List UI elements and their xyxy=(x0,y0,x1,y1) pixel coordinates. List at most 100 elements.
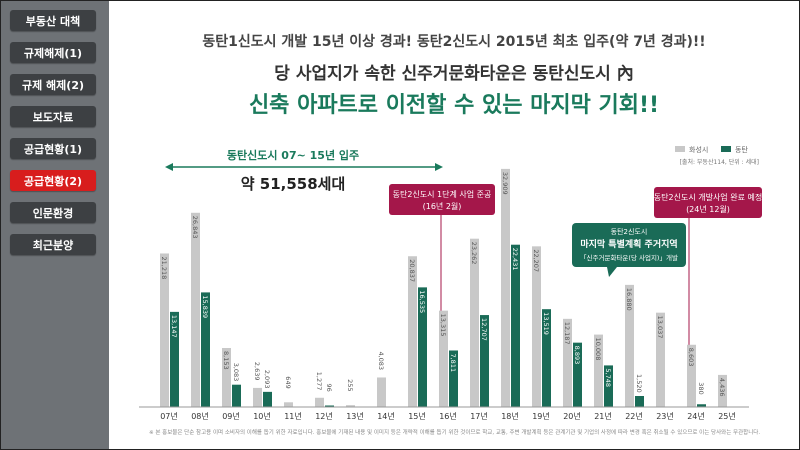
bar-hwaseong-14년 xyxy=(377,377,386,407)
x-tick-07년: 07년 xyxy=(160,411,178,421)
period-arrow-right-icon xyxy=(435,163,443,171)
value-label-hwaseong-08년: 26,843 xyxy=(191,216,199,239)
bar-dongtan-19년 xyxy=(542,309,551,407)
headline-line-3: 신축 아파트로 이전할 수 있는 마지막 기회!! xyxy=(248,93,660,118)
sidebar-item-deregulation-2[interactable]: 규제 해제(2) xyxy=(10,74,96,95)
x-tick-10년: 10년 xyxy=(253,411,271,421)
x-tick-09년: 09년 xyxy=(222,411,240,421)
x-axis-ticks: 07년 08년 09년 10년 11년 12년 13년 14년 15년 16년 17년 18년 19년 2… xyxy=(160,411,736,421)
bar-dongtan-24년 xyxy=(697,404,706,407)
bar-dongtan-10년 xyxy=(263,391,272,407)
value-label-dongtan-19년: 13,519 xyxy=(542,312,550,335)
value-label-dongtan-16년: 7,811 xyxy=(449,353,457,372)
x-tick-22년: 22년 xyxy=(625,411,643,421)
value-label-hwaseong-24년: 8,603 xyxy=(687,348,695,367)
callout-phase1-box xyxy=(389,184,495,215)
x-tick-24년: 24년 xyxy=(687,411,705,421)
bar-dongtan-16년 xyxy=(449,350,458,407)
x-tick-25년: 25년 xyxy=(718,411,736,421)
bar-dongtan-18년 xyxy=(511,244,520,407)
sidebar-nav: 부동산 대책 규제해제(1) 규제 해제(2) 보도자료 공급현황(1) 공급현… xyxy=(1,1,109,449)
green-callout-line2: 마지막 특별계획 주거지역 xyxy=(580,238,677,250)
sidebar-item-press-release[interactable]: 보도자료 xyxy=(10,106,96,127)
bar-hwaseong-18년 xyxy=(501,168,510,407)
bar-dongtan-08년 xyxy=(201,292,210,407)
bar-dongtan-15년 xyxy=(418,287,427,407)
bar-hwaseong-20년 xyxy=(563,318,572,407)
sidebar-item-environment[interactable]: 인문환경 xyxy=(10,202,96,223)
value-label-dongtan-22년: 1,520 xyxy=(635,374,643,393)
x-tick-12년: 12년 xyxy=(315,411,333,421)
bar-hwaseong-11년 xyxy=(284,402,293,407)
bar-hwaseong-21년 xyxy=(594,334,603,407)
value-label-hwaseong-12년: 1,277 xyxy=(315,372,323,391)
bar-dongtan-09년 xyxy=(232,384,241,407)
value-label-dongtan-12년: 96 xyxy=(325,384,333,392)
green-callout-line3: 「신주거문화타운(당 사업지)」개발 xyxy=(580,253,678,262)
green-callout-pointer-icon xyxy=(607,267,617,277)
value-label-hwaseong-11년: 649 xyxy=(284,376,292,388)
bar-hwaseong-19년 xyxy=(532,246,541,407)
value-label-dongtan-24년: 380 xyxy=(697,382,705,394)
value-label-dongtan-18년: 22,431 xyxy=(511,248,519,271)
supply-bar-chart: 화성시 동탄 [출처: 부동산114, 단위 : 세대] 동탄신도시 07~ 1… xyxy=(139,145,762,436)
legend-label-dongtan: 동탄 xyxy=(735,145,748,154)
value-label-hwaseong-07년: 21,218 xyxy=(160,256,168,279)
bar-hwaseong-09년 xyxy=(222,348,231,407)
x-tick-19년: 19년 xyxy=(532,411,550,421)
period-label: 동탄신도시 07~ 15년 입주 xyxy=(227,148,359,162)
value-label-hwaseong-10년: 2,639 xyxy=(253,362,261,381)
bar-hwaseong-13년 xyxy=(346,405,355,407)
sidebar-item-deregulation-1[interactable]: 규제해제(1) xyxy=(10,42,96,63)
main-content: 동탄1신도시 개발 15년 이상 경과! 동탄2신도시 2015년 최초 입주(… xyxy=(109,1,799,449)
legend-swatch-dongtan xyxy=(721,146,731,152)
bar-dongtan-21년 xyxy=(604,365,613,407)
value-label-hwaseong-16년: 13,315 xyxy=(439,314,447,337)
bar-hwaseong-25년 xyxy=(718,374,727,407)
green-callout-box xyxy=(572,223,686,267)
callout-phase1-line1: 동탄2신도시 1단계 사업 준공 xyxy=(393,189,492,199)
value-label-hwaseong-18년: 32,909 xyxy=(501,172,509,195)
bar-hwaseong-22년 xyxy=(625,284,634,407)
footnote: ※ 본 홍보물은 단순 참고용 이며 소비자의 이해를 돕기 위한 자료입니다.… xyxy=(149,428,760,436)
value-label-hwaseong-13년: 255 xyxy=(346,379,354,391)
bar-dongtan-22년 xyxy=(635,396,644,407)
value-label-hwaseong-15년: 20,837 xyxy=(408,259,416,282)
bar-hwaseong-07년 xyxy=(160,253,169,407)
sidebar-item-supply-1[interactable]: 공급현황(1) xyxy=(10,138,96,159)
value-label-dongtan-07년: 13,147 xyxy=(170,315,178,338)
headline-line-1: 동탄1신도시 개발 15년 이상 경과! 동탄2신도시 2015년 최초 입주(… xyxy=(202,34,706,50)
period-arrow-left-icon xyxy=(165,163,173,171)
value-label-hwaseong-19년: 22,207 xyxy=(532,249,540,272)
bar-hwaseong-17년 xyxy=(470,238,479,407)
headline-line-2: 당 사업지가 속한 신주거문화타운은 동탄신도시 內 xyxy=(274,64,634,84)
sidebar-item-supply-2[interactable]: 공급현황(2) xyxy=(10,170,96,191)
callout-phase1-line2: (16년 2월) xyxy=(423,201,462,211)
bar-dongtan-20년 xyxy=(573,342,582,407)
bar-dongtan-07년 xyxy=(170,311,179,407)
sidebar-item-recent-sales[interactable]: 최근분양 xyxy=(10,234,96,255)
legend-label-hwaseong: 화성시 xyxy=(689,145,708,154)
x-tick-20년: 20년 xyxy=(563,411,581,421)
sidebar-item-policy[interactable]: 부동산 대책 xyxy=(10,10,96,31)
value-label-dongtan-20년: 8,893 xyxy=(573,346,581,365)
callout-completion-line1: 동탄2신도시 개발사업 완료 예정 xyxy=(654,192,762,202)
period-value: 약 51,558세대 xyxy=(241,175,346,193)
bar-hwaseong-12년 xyxy=(315,397,324,407)
value-label-dongtan-15년: 16,535 xyxy=(418,290,426,313)
x-tick-08년: 08년 xyxy=(191,411,209,421)
value-label-dongtan-17년: 12,707 xyxy=(480,318,488,341)
source-note: [출처: 부동산114, 단위 : 세대] xyxy=(680,158,759,166)
bar-hwaseong-15년 xyxy=(408,256,417,407)
bar-dongtan-17년 xyxy=(480,315,489,407)
bar-hwaseong-24년 xyxy=(687,344,696,407)
value-label-hwaseong-21년: 10,008 xyxy=(594,338,602,361)
value-label-dongtan-21년: 5,748 xyxy=(604,368,612,387)
legend-swatch-hwaseong xyxy=(675,146,685,152)
value-label-hwaseong-23년: 13,037 xyxy=(656,316,664,339)
x-tick-14년: 14년 xyxy=(377,411,395,421)
value-label-hwaseong-22년: 16,880 xyxy=(625,288,633,311)
x-tick-16년: 16년 xyxy=(439,411,457,421)
x-tick-17년: 17년 xyxy=(470,411,488,421)
